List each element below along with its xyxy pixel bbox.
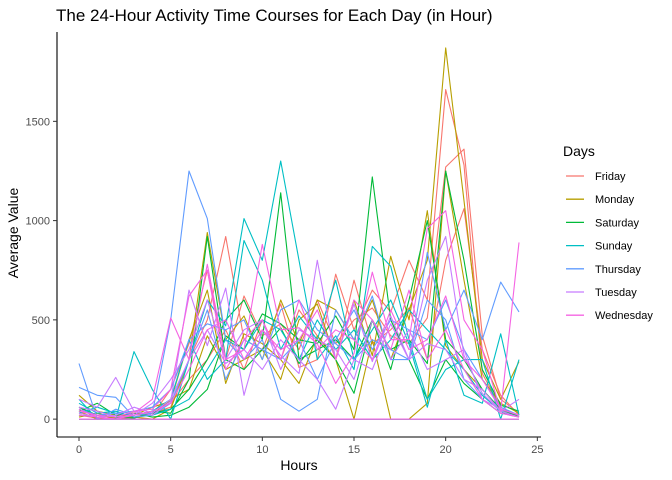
x-axis-ticks: 0 5 10 15 20 25 [76,437,543,456]
legend-label-saturday: Saturday [595,217,640,229]
legend-label-sunday: Sunday [595,241,633,253]
chart-title: The 24-Hour Activity Time Courses for Ea… [56,6,492,25]
y-tick-label: 1500 [26,116,50,128]
series-line-wednesday [78,210,520,420]
legend-label-friday: Friday [595,171,626,183]
y-axis-ticks: 0 500 1000 1500 [26,116,57,426]
legend-label-wednesday: Wednesday [595,310,653,322]
legend-label-tuesday: Tuesday [595,287,637,299]
y-tick-label: 1000 [26,216,50,228]
legend-items: Friday Monday Saturday Sunday Thursday Tuesda… [566,171,653,322]
x-tick-label: 10 [256,444,268,456]
series-line-tuesday [78,299,520,418]
x-axis-title: Hours [280,457,317,473]
y-tick-label: 0 [44,414,50,426]
legend-title: Days [563,143,595,159]
series-line-sunday [78,160,520,420]
series-line-saturday [78,192,520,419]
series-line-tuesday [78,323,520,418]
x-tick-label: 5 [168,444,174,456]
series-line-wednesday [78,269,520,418]
legend: Days Friday Monday Saturday Sunday Thursday T… [563,143,653,322]
series-line-tuesday [78,235,520,416]
series-line-wednesday [78,289,520,420]
series-lines [78,47,520,420]
x-tick-label: 15 [348,444,360,456]
x-tick-label: 25 [531,444,543,456]
y-tick-label: 500 [32,315,50,327]
x-tick-label: 20 [440,444,452,456]
legend-label-monday: Monday [595,194,635,206]
y-axis-title: Average Value [5,188,21,279]
legend-label-thursday: Thursday [595,264,641,276]
x-tick-label: 0 [76,444,82,456]
